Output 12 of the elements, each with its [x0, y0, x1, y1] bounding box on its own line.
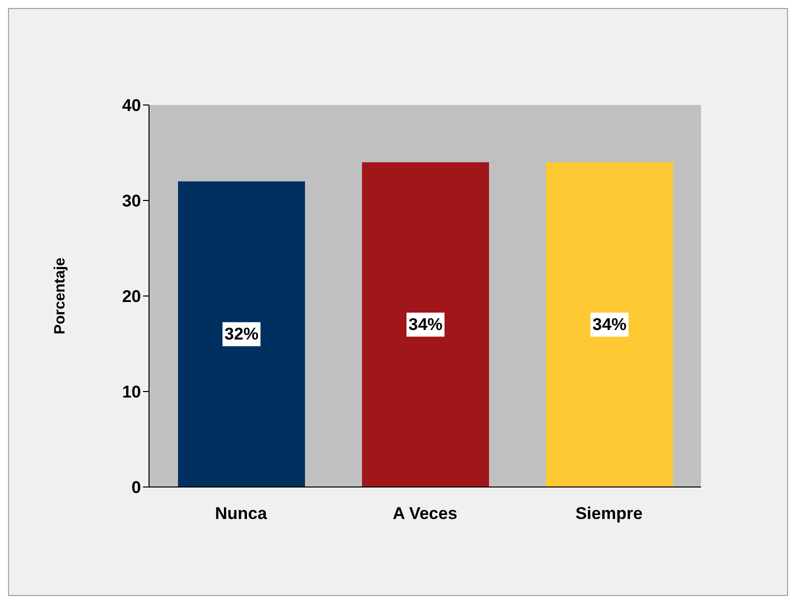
- y-tick-label: 30: [122, 192, 141, 211]
- x-tick-label: A Veces: [392, 504, 458, 524]
- y-tick-label: 40: [122, 96, 141, 116]
- x-tick-label: Siempre: [575, 504, 643, 524]
- y-tick-label: 10: [122, 382, 141, 402]
- data-label: 32%: [224, 324, 259, 344]
- data-label: 34%: [592, 315, 627, 334]
- y-tick-label: 20: [122, 287, 141, 306]
- y-axis-title: Porcentaje: [51, 258, 68, 334]
- x-tick-label: Nunca: [215, 504, 268, 524]
- y-tick-label: 0: [132, 478, 141, 498]
- data-label: 34%: [408, 315, 443, 334]
